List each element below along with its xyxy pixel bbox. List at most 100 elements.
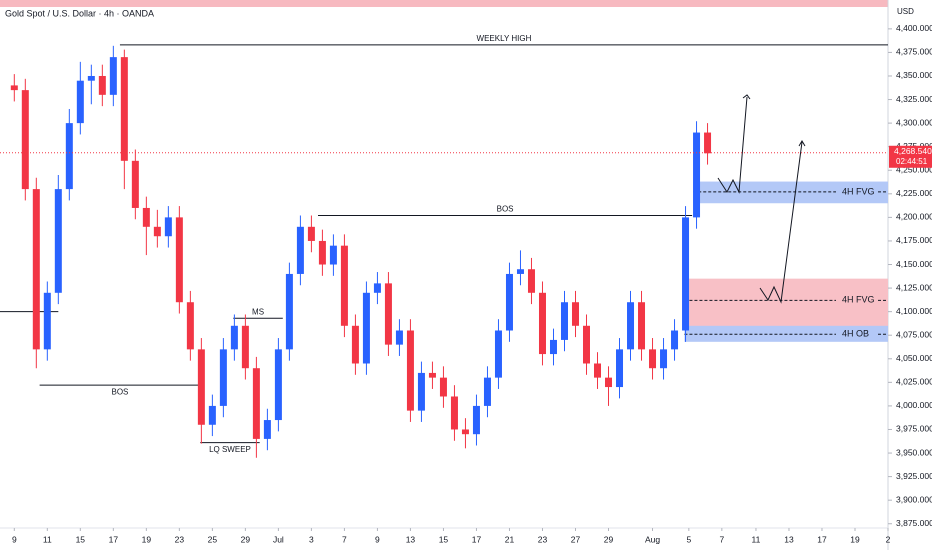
y-tick-label: 4,175.000 xyxy=(896,235,932,245)
y-tick-label: 4,400.000 xyxy=(896,23,932,33)
chart-title: Gold Spot / U.S. Dollar · 4h · OANDA xyxy=(5,8,154,18)
x-tick-label: 11 xyxy=(43,534,52,544)
candle-body xyxy=(219,349,227,406)
alert-bar xyxy=(0,0,888,7)
x-tick-label: 15 xyxy=(439,534,449,544)
y-tick-label: 3,900.000 xyxy=(896,494,932,504)
price-axis-panel xyxy=(888,0,932,550)
y-tick-label: 4,050.000 xyxy=(896,353,932,363)
candle-body xyxy=(307,226,315,241)
candle-body xyxy=(450,396,458,430)
projection-arrow xyxy=(759,141,803,304)
candle-body xyxy=(164,217,172,237)
y-tick-label: 4,325.000 xyxy=(896,94,932,104)
candle-body xyxy=(439,377,447,397)
currency: USD xyxy=(897,7,914,16)
candle-body xyxy=(516,269,524,274)
x-tick-label: 23 xyxy=(175,534,185,544)
candle-body xyxy=(571,302,579,326)
annotation-label: BOS xyxy=(111,387,128,396)
candle-body xyxy=(120,57,128,161)
candle-body xyxy=(32,189,40,350)
candle-body xyxy=(329,245,337,265)
candle-body xyxy=(616,349,624,388)
x-tick-label: 23 xyxy=(538,534,548,544)
x-tick-label: 29 xyxy=(241,534,251,544)
x-tick-label: 13 xyxy=(406,534,416,544)
y-tick-label: 4,375.000 xyxy=(896,47,932,57)
candle-body xyxy=(98,75,106,95)
y-tick-label: 4,000.000 xyxy=(896,400,932,410)
y-tick-label: 3,950.000 xyxy=(896,447,932,457)
y-tick-label: 3,875.000 xyxy=(896,518,932,528)
candle-body xyxy=(373,283,381,293)
y-tick-label: 4,225.000 xyxy=(896,188,932,198)
candle-body xyxy=(704,132,712,154)
candle-body xyxy=(527,269,535,293)
candle-body xyxy=(494,330,502,378)
candle-body xyxy=(76,80,84,124)
candle-body xyxy=(483,377,491,406)
x-tick-label: 17 xyxy=(109,534,119,544)
candle-body xyxy=(142,207,150,227)
annotation-label: WEEKLY HIGH xyxy=(477,34,532,43)
x-tick-label: 13 xyxy=(784,534,794,544)
candle-body xyxy=(109,57,117,95)
x-tick-label: 7 xyxy=(342,534,347,544)
candle-body xyxy=(627,302,635,350)
x-tick-label: 27 xyxy=(571,534,581,544)
candle-body xyxy=(560,302,568,340)
candle-body xyxy=(43,292,51,350)
candle-body xyxy=(340,245,348,326)
candle-body xyxy=(197,349,205,425)
candle-body xyxy=(230,325,238,350)
candle-body xyxy=(65,123,73,190)
y-tick-label: 4,250.000 xyxy=(896,165,932,175)
candle-body xyxy=(582,325,590,364)
y-tick-label: 4,150.000 xyxy=(896,259,932,269)
x-tick-label: 25 xyxy=(208,534,218,544)
candle-body xyxy=(241,325,249,369)
arrow-head xyxy=(798,140,806,147)
y-tick-label: 4,200.000 xyxy=(896,212,932,222)
zone-label: 4H FVG xyxy=(842,186,875,196)
annotation-label: MS xyxy=(252,307,264,316)
x-tick-label: 15 xyxy=(76,534,86,544)
x-tick-label: 21 xyxy=(505,534,515,544)
x-tick-label: 2 xyxy=(886,534,891,544)
hand-drawings xyxy=(717,94,806,304)
annotation-label: BOS xyxy=(497,205,514,214)
candle-body xyxy=(54,189,62,293)
candle-body xyxy=(417,372,425,411)
candle-body xyxy=(472,405,480,435)
candle-body xyxy=(682,217,690,331)
x-tick-label: 19 xyxy=(850,534,860,544)
x-tick-label: Jul xyxy=(273,534,284,544)
candle-body xyxy=(594,363,602,378)
y-tick-label: 4,125.000 xyxy=(896,282,932,292)
last-price-label: 4,268.540 xyxy=(894,146,932,156)
y-tick-label: 4,100.000 xyxy=(896,306,932,316)
y-tick-label: 4,075.000 xyxy=(896,329,932,339)
y-tick-label: 4,350.000 xyxy=(896,70,932,80)
arrow-head xyxy=(742,94,751,100)
zone-label: 4H OB xyxy=(842,329,869,339)
candle-body xyxy=(263,420,271,439)
candle-body xyxy=(671,330,679,350)
candle-body xyxy=(693,132,701,218)
candle-body xyxy=(406,330,414,411)
candle-body xyxy=(649,349,657,369)
x-tick-label: 7 xyxy=(719,534,724,544)
candle-body xyxy=(153,226,161,237)
zone xyxy=(684,278,888,331)
candle-body xyxy=(208,405,216,425)
candle-body xyxy=(505,273,513,331)
x-tick-label: 19 xyxy=(142,534,152,544)
candle-body xyxy=(384,283,392,345)
y-tick-label: 3,975.000 xyxy=(896,424,932,434)
x-tick-label: 11 xyxy=(752,534,761,544)
x-tick-label: 17 xyxy=(817,534,827,544)
candle-body xyxy=(10,85,18,91)
candle-body xyxy=(605,377,613,388)
